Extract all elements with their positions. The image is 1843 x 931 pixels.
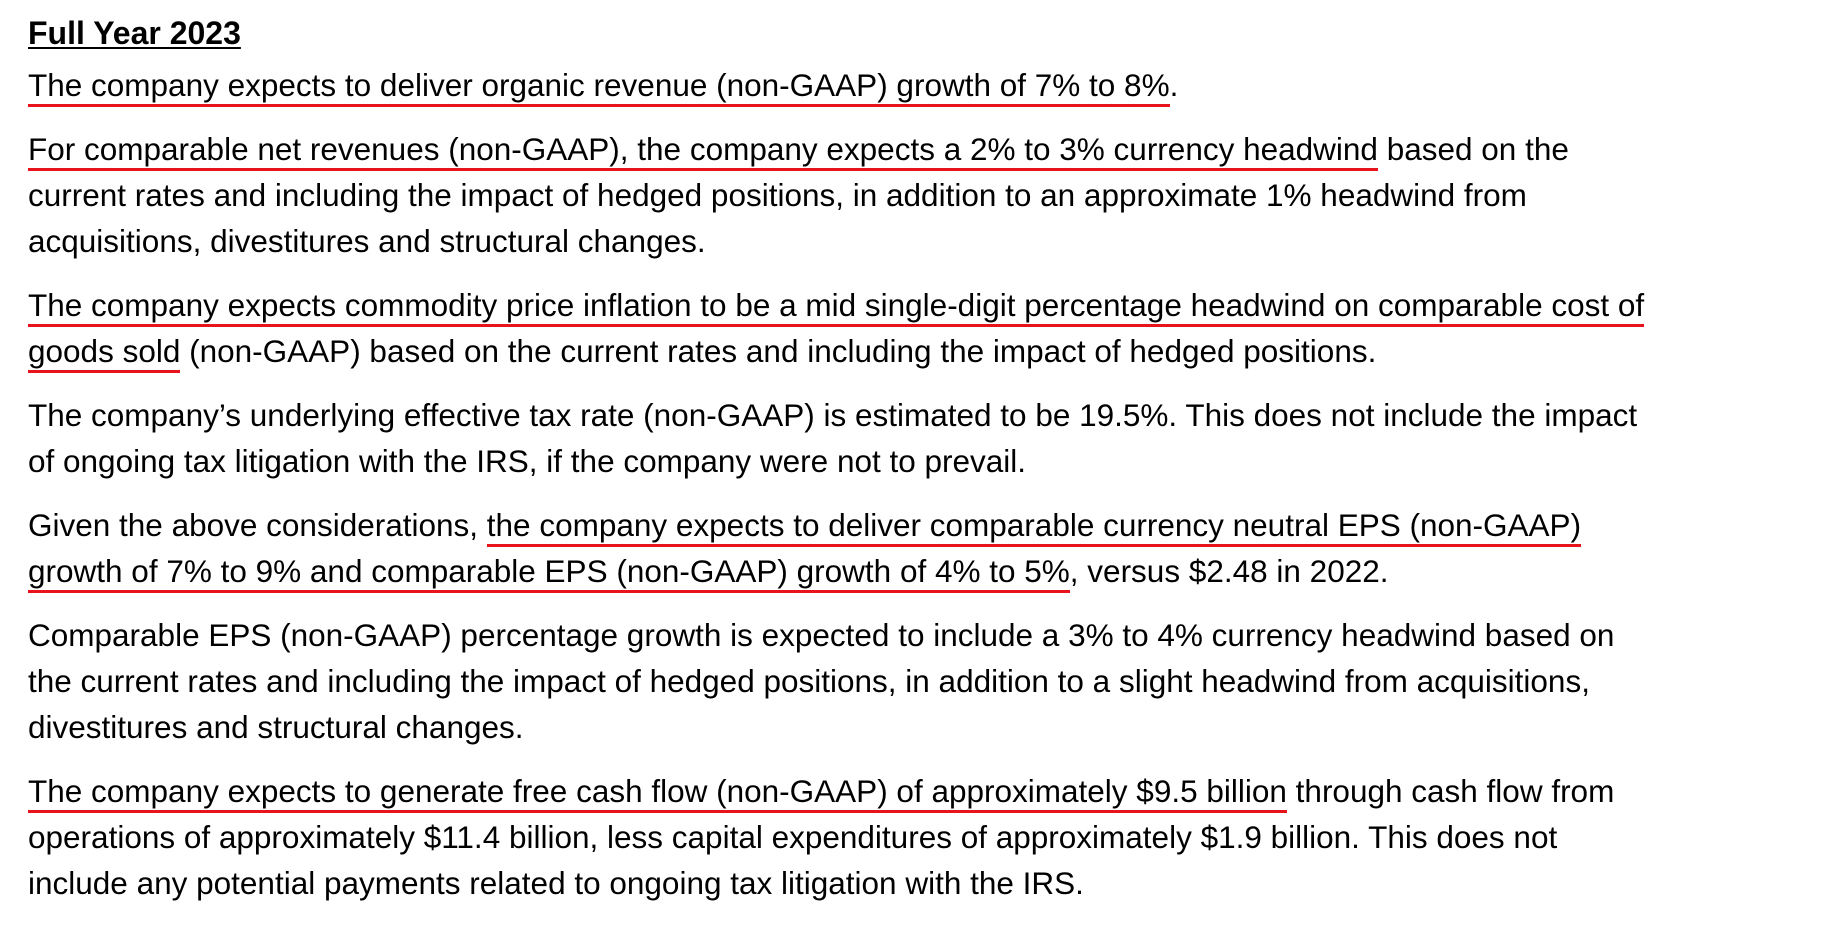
highlighted-text: The company expects to generate free cas… (28, 773, 1287, 813)
paragraph-comparable-net-revenues: For comparable net revenues (non-GAAP), … (28, 126, 1828, 264)
highlighted-text: growth of 7% to 9% and comparable EPS (n… (28, 553, 1070, 593)
document-body: Full Year 2023 The company expects to de… (28, 10, 1828, 924)
text-line: The company expects commodity price infl… (28, 282, 1828, 328)
text-line: Comparable EPS (non-GAAP) percentage gro… (28, 617, 1615, 653)
paragraph-commodity-inflation: The company expects commodity price infl… (28, 282, 1828, 374)
text-line: acquisitions, divestitures and structura… (28, 223, 706, 259)
highlighted-text: The company expects commodity price infl… (28, 287, 1645, 327)
text-line: growth of 7% to 9% and comparable EPS (n… (28, 548, 1828, 594)
text-line: goods sold (non-GAAP) based on the curre… (28, 328, 1828, 374)
plain-text: , versus $2.48 in 2022. (1069, 553, 1389, 589)
text-line: operations of approximately $11.4 billio… (28, 819, 1558, 855)
plain-text: . (1169, 67, 1179, 103)
paragraph-free-cash-flow: The company expects to generate free cas… (28, 768, 1828, 906)
plain-text: Given the above considerations, (28, 507, 487, 543)
text-line: include any potential payments related t… (28, 865, 1084, 901)
text-line: the current rates and including the impa… (28, 663, 1590, 699)
text-line: The company expects to generate free cas… (28, 768, 1828, 814)
paragraph-eps-currency: Comparable EPS (non-GAAP) percentage gro… (28, 612, 1828, 750)
text-line: The company expects to deliver organic r… (28, 62, 1828, 108)
plain-text: through cash flow from (1286, 773, 1615, 809)
paragraph-organic-revenue: The company expects to deliver organic r… (28, 62, 1828, 108)
paragraph-tax-rate: The company’s underlying effective tax r… (28, 392, 1828, 484)
text-line: The company’s underlying effective tax r… (28, 397, 1638, 433)
paragraph-eps-guidance: Given the above considerations, the comp… (28, 502, 1828, 594)
highlighted-text: The company expects to deliver organic r… (28, 67, 1170, 107)
highlighted-text: For comparable net revenues (non-GAAP), … (28, 131, 1378, 171)
text-line: current rates and including the impact o… (28, 177, 1527, 213)
highlighted-text: the company expects to deliver comparabl… (486, 507, 1582, 547)
text-line: For comparable net revenues (non-GAAP), … (28, 126, 1828, 172)
text-line: Given the above considerations, the comp… (28, 502, 1828, 548)
highlighted-text: goods sold (28, 333, 181, 373)
plain-text: (non-GAAP) based on the current rates an… (180, 333, 1377, 369)
section-heading: Full Year 2023 (28, 15, 241, 51)
text-line: of ongoing tax litigation with the IRS, … (28, 443, 1027, 479)
plain-text: based on the (1377, 131, 1569, 167)
text-line: divestitures and structural changes. (28, 709, 524, 745)
